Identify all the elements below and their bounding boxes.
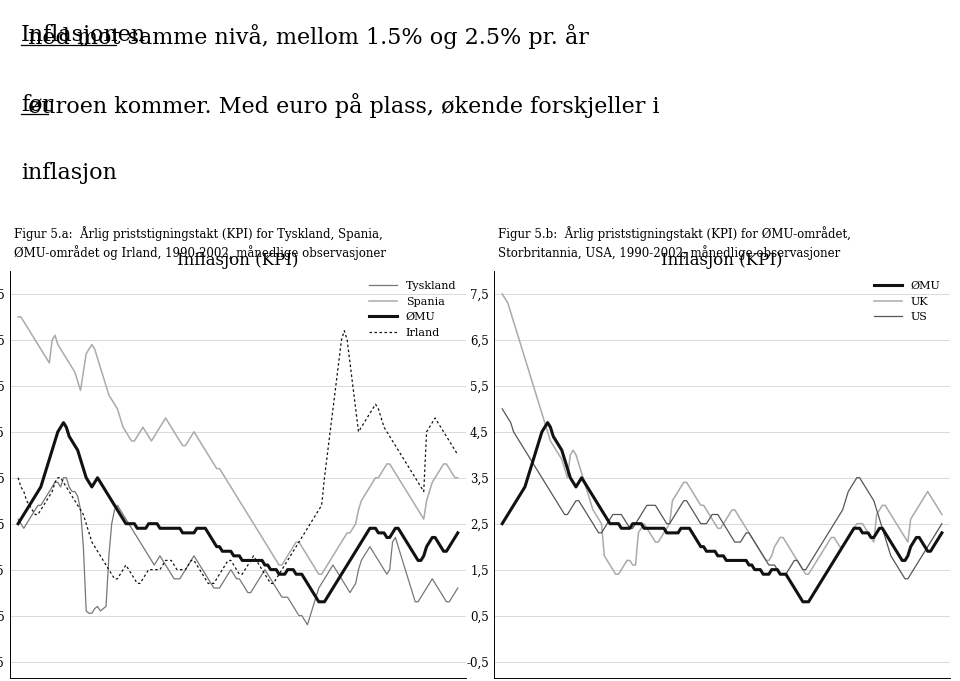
Text: Figur 5.b:  Årlig priststigningstakt (KPI) for ØMU-området,
Storbritannia, USA, : Figur 5.b: Årlig priststigningstakt (KPI… xyxy=(498,227,852,260)
Text: euroen kommer. Med euro på plass, økende forskjeller i: euroen kommer. Med euro på plass, økende… xyxy=(21,93,660,118)
Text: Figur 5.a:  Årlig priststigningstakt (KPI) for Tyskland, Spania,
ØMU-området og : Figur 5.a: Årlig priststigningstakt (KPI… xyxy=(14,227,386,260)
Title: Inflasjon (KPI): Inflasjon (KPI) xyxy=(178,253,299,270)
Legend: Tyskland, Spania, ØMU, Irland: Tyskland, Spania, ØMU, Irland xyxy=(365,276,461,342)
Legend: ØMU, UK, US: ØMU, UK, US xyxy=(870,276,945,327)
Text: Inflasjonen: Inflasjonen xyxy=(21,24,146,46)
Text: før: før xyxy=(21,93,53,115)
Title: Inflasjon (KPI): Inflasjon (KPI) xyxy=(661,253,782,270)
Text: ned mot samme nivå, mellom 1.5% og 2.5% pr. år: ned mot samme nivå, mellom 1.5% og 2.5% … xyxy=(21,24,588,48)
Text: inflasjon: inflasjon xyxy=(21,163,117,185)
